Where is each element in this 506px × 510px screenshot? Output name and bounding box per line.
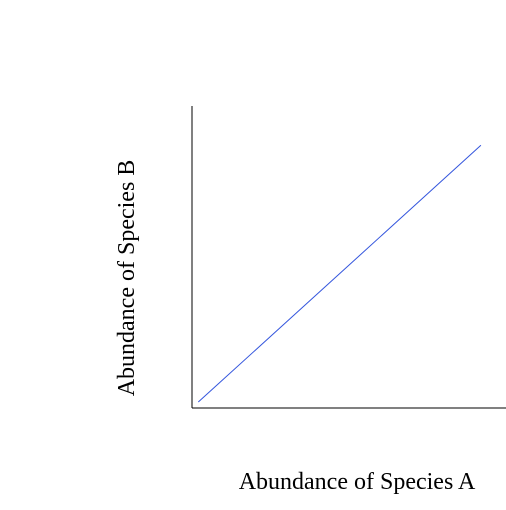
- series-layer: [197, 144, 482, 403]
- y-axis-label: Abundance of Species B: [114, 160, 140, 397]
- x-axis-label: Abundance of Species A: [239, 469, 476, 495]
- series-line-1: [197, 144, 482, 403]
